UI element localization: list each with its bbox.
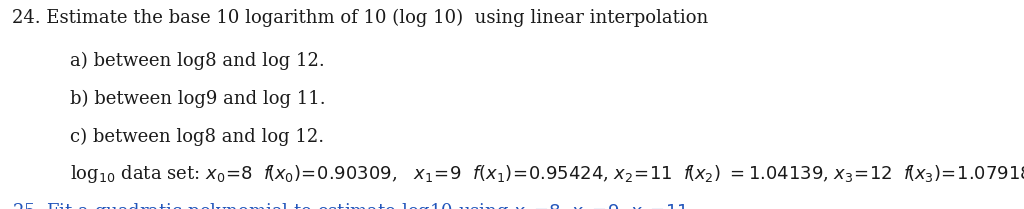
Text: a) between log8 and log 12.: a) between log8 and log 12. <box>70 52 325 70</box>
Text: b) between log9 and log 11.: b) between log9 and log 11. <box>70 90 326 108</box>
Text: c) between log8 and log 12.: c) between log8 and log 12. <box>70 127 324 146</box>
Text: $\mathregular{log}_{10}$ data set: $x_0\!=\!8$  $\mathit{f}\!(x_0)\!=\!0.90309$,: $\mathregular{log}_{10}$ data set: $x_0\… <box>70 163 1024 185</box>
Text: 24. Estimate the base 10 logarithm of 10 (log 10)  using linear interpolation: 24. Estimate the base 10 logarithm of 10… <box>12 8 709 27</box>
Text: 25. Fit a quadratic polynomial to estimate log10 using $x_0\!=\!8$, $x_1\!=\!9$,: 25. Fit a quadratic polynomial to estima… <box>12 201 695 209</box>
